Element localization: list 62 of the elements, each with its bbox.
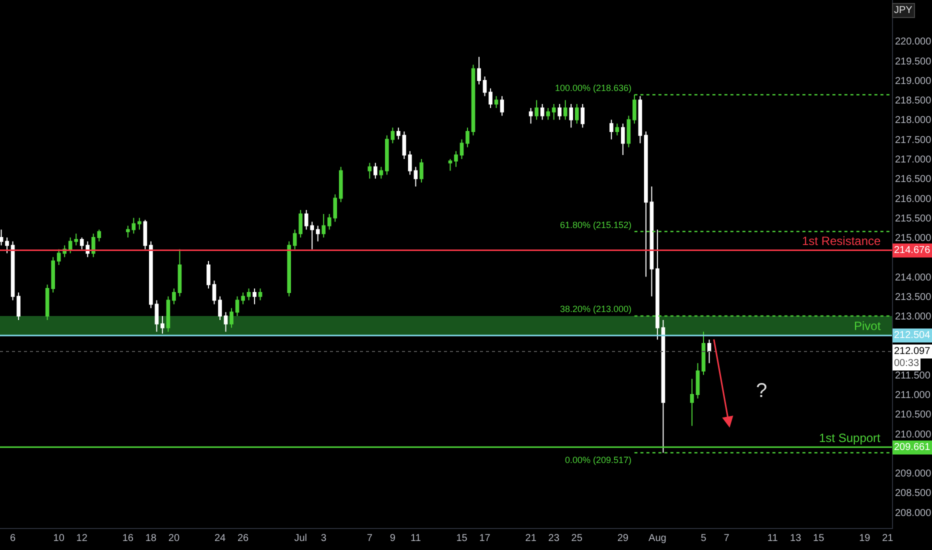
x-tick-label: 19: [859, 533, 871, 544]
y-tick-label: 216.500: [895, 174, 932, 186]
y-tick-label: 219.500: [895, 56, 932, 68]
y-tick-label: 216.000: [895, 194, 932, 205]
y-tick-label: 211.500: [895, 370, 931, 382]
y-tick-label: 215.000: [895, 233, 932, 244]
x-tick-label: 25: [571, 533, 583, 544]
y-tick-label: 213.000: [895, 312, 932, 323]
x-tick-label: 18: [145, 533, 157, 544]
annotation: 100.00% (218.636): [555, 83, 632, 93]
x-tick-label: 29: [617, 533, 629, 544]
x-tick-label: 5: [700, 533, 707, 544]
ref-line-label: 214.676: [894, 245, 931, 256]
y-tick-label: 211.000: [895, 390, 931, 402]
annotation: ?: [756, 380, 768, 402]
x-tick-label: 23: [548, 533, 560, 544]
annotation: 0.00% (209.517): [565, 455, 632, 465]
y-tick-label: 213.500: [895, 292, 932, 303]
x-tick-label: Jul: [294, 533, 307, 544]
ref-line-label: 212.504: [894, 330, 931, 341]
y-tick-label: 218.500: [895, 96, 932, 107]
x-tick-label: 20: [168, 533, 180, 544]
y-tick-label: 208.000: [895, 508, 932, 519]
x-tick-label: Aug: [648, 533, 666, 544]
x-tick-label: 6: [10, 533, 16, 544]
annotation: 1st Support: [819, 431, 882, 445]
text: JPY: [894, 5, 913, 16]
annotation: 38.20% (213.000): [560, 304, 632, 314]
x-tick-label: 24: [214, 533, 226, 544]
y-tick-label: 219.000: [895, 76, 932, 87]
x-tick-label: 3: [320, 533, 327, 544]
x-tick-label: 7: [366, 533, 373, 544]
x-tick-label: 17: [479, 533, 491, 544]
annotation: 61.80% (215.152): [560, 220, 632, 230]
y-tick-label: 217.500: [895, 134, 932, 146]
x-tick-label: 21: [882, 533, 894, 544]
x-tick-label: 9: [390, 533, 396, 544]
y-tick-label: 210.500: [895, 410, 932, 421]
y-tick-label: 217.000: [895, 154, 932, 166]
band-label: Pivot: [854, 319, 882, 333]
x-tick-label: 21: [525, 533, 537, 544]
x-tick-label: 15: [813, 533, 825, 544]
x-tick-label: 26: [237, 533, 250, 544]
y-tick-label: 218.000: [895, 115, 932, 126]
x-tick-label: 16: [122, 533, 134, 544]
annotation: 1st Resistance: [802, 234, 882, 248]
x-tick-label: 11: [410, 533, 422, 544]
x-tick-label: 12: [76, 533, 88, 544]
y-tick-label: 214.000: [895, 272, 932, 284]
y-tick-label: 220.000: [895, 36, 932, 48]
y-tick-label: 215.500: [895, 213, 932, 224]
ref-line-label: 212.097: [894, 346, 931, 357]
x-tick-label: 13: [790, 533, 802, 544]
x-tick-label: 11: [767, 533, 778, 544]
text: 00:33: [894, 358, 920, 369]
y-tick-label: 210.000: [895, 429, 932, 440]
ref-line-label: 209.661: [894, 442, 931, 453]
y-tick-label: 208.500: [895, 488, 932, 500]
x-tick-label: 10: [53, 533, 65, 544]
x-tick-label: 7: [724, 533, 730, 544]
x-tick-label: 15: [456, 533, 468, 544]
y-tick-label: 209.000: [895, 468, 932, 480]
